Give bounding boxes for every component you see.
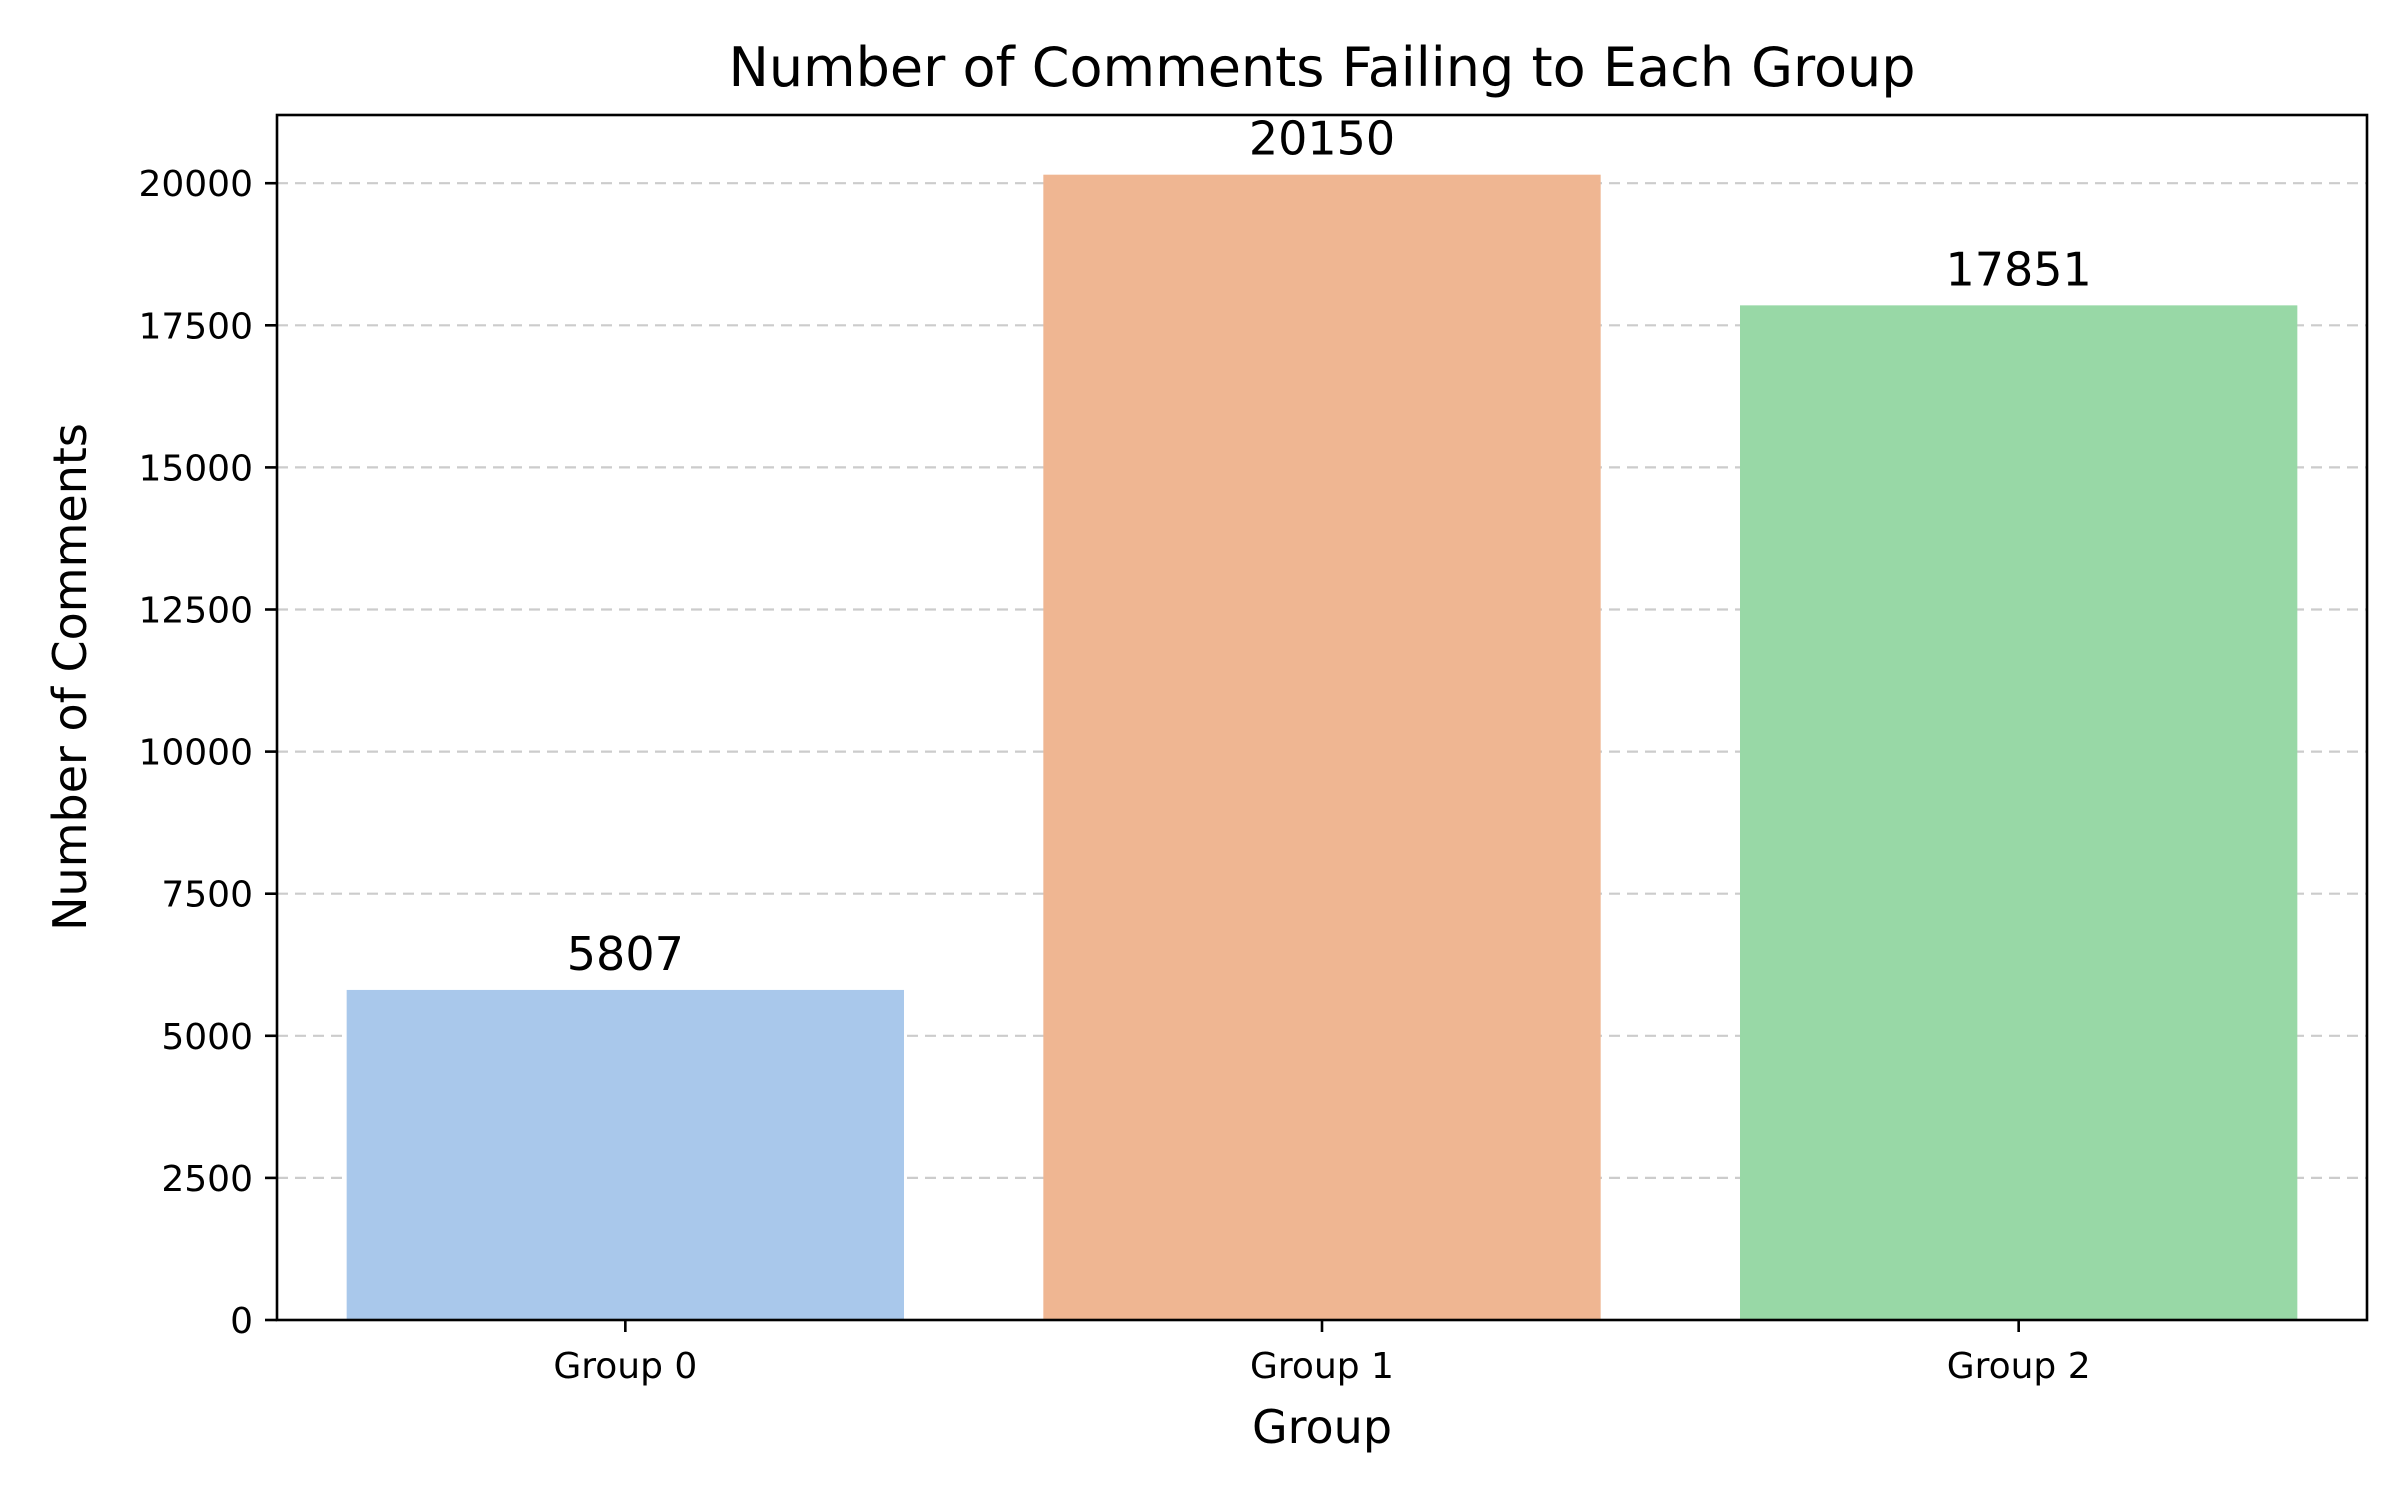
- y-tick-label: 17500: [138, 306, 253, 347]
- x-axis-label: Group: [1252, 1400, 1392, 1454]
- y-tick-label: 10000: [138, 733, 253, 774]
- bar: [1043, 174, 1601, 1320]
- data-label: 5807: [567, 927, 684, 981]
- x-axis-ticks: Group 0 Group 1 Group 2: [553, 1320, 2091, 1387]
- bars: [346, 174, 2298, 1320]
- data-label: 20150: [1249, 112, 1395, 166]
- y-axis-ticks: 0 2500 5000 7500 10000 12500 15000 17500 20000: [138, 164, 277, 1342]
- y-tick-label: 2500: [161, 1159, 253, 1200]
- data-label: 17851: [1945, 242, 2091, 296]
- x-tick-label: Group 2: [1947, 1346, 2091, 1387]
- chart-title: Number of Comments Failing to Each Group: [728, 36, 1915, 99]
- data-labels: 5807 20150 17851: [567, 112, 2092, 981]
- y-tick-label: 12500: [138, 591, 253, 632]
- bar: [1740, 305, 2298, 1320]
- y-tick-label: 0: [230, 1301, 253, 1342]
- y-tick-label: 5000: [161, 1017, 253, 1058]
- x-tick-label: Group 1: [1250, 1346, 1394, 1387]
- x-tick-label: Group 0: [553, 1346, 697, 1387]
- y-tick-label: 7500: [161, 875, 253, 916]
- plot-frame: [275, 113, 2369, 1322]
- y-axis-label: Number of Comments: [43, 423, 97, 931]
- y-tick-label: 20000: [138, 164, 253, 205]
- bar: [346, 989, 905, 1320]
- y-tick-label: 15000: [138, 448, 253, 489]
